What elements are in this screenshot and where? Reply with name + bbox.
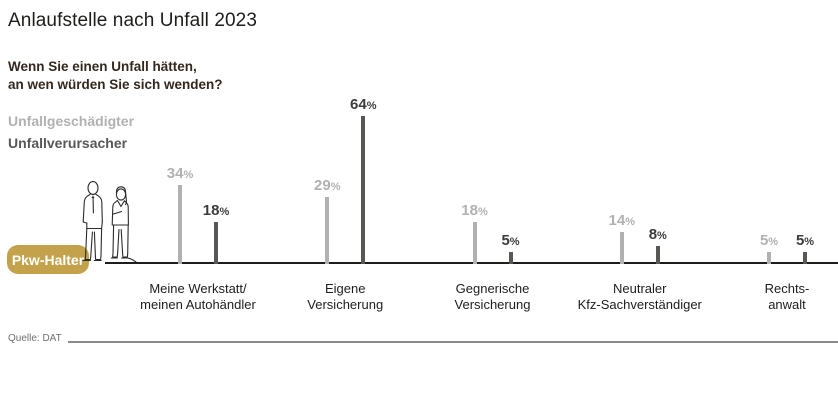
category-label-line: Versicherung [454, 296, 531, 312]
value-label-unfallgeschaedigter: 29% [292, 178, 362, 193]
value-label-unfallgeschaedigter: 18% [440, 203, 510, 218]
bar-unfallgeschaedigter [619, 232, 624, 264]
legend: Unfallgeschädigter Unfallverursacher [8, 114, 134, 158]
bar-unfallgeschaedigter [325, 197, 330, 264]
percent-sign: % [625, 216, 635, 228]
source-divider-rule [68, 341, 838, 343]
value-label-unfallverursacher: 8% [623, 227, 693, 242]
value-number: 5 [795, 232, 805, 249]
chart-question-line2: an wen würden Sie sich wenden? [8, 76, 223, 92]
category-label: Meine Werkstatt/meinen Autohändler [113, 281, 283, 313]
value-label-unfallgeschaedigter: 34% [145, 166, 215, 181]
source-label: Quelle: DAT [8, 333, 62, 344]
chart-question: Wenn Sie einen Unfall hätten, an wen wür… [8, 58, 223, 93]
value-label-unfallverursacher: 5% [476, 233, 546, 248]
percent-sign: % [477, 206, 488, 218]
bar-unfallgeschaedigter [472, 222, 477, 264]
chart-question-line1: Wenn Sie einen Unfall hätten, [8, 59, 197, 74]
pkw-halter-figures-illustration [82, 181, 137, 263]
category-label: Gegnerische Versicherung [408, 281, 578, 313]
pkw-halter-badge-label: Pkw-Halter [11, 251, 85, 268]
legend-item-unfallverursacher: Unfallverursacher [8, 135, 128, 151]
percent-sign: % [657, 230, 667, 242]
category-label-line: Neutraler [613, 281, 667, 296]
category-label: Eigene Versicherung [260, 281, 430, 313]
value-label-unfallverursacher: 64% [328, 97, 398, 112]
value-label-unfallverursacher: 18% [181, 203, 251, 218]
percent-sign: % [804, 236, 815, 248]
page-title: Anlaufstelle nach Unfall 2023 [8, 10, 258, 31]
category-label-line: Eigene [325, 281, 366, 296]
category-label: Neutraler Kfz-Sachverständiger [555, 281, 725, 313]
value-number: 18 [202, 202, 220, 219]
value-number: 8 [648, 226, 658, 243]
bar-unfallverursacher [508, 252, 513, 264]
category-label-line: Versicherung [307, 296, 384, 312]
value-number: 18 [461, 202, 478, 219]
value-label-unfallverursacher: 5% [770, 233, 838, 248]
category-label-line: Kfz-Sachverständiger [577, 296, 702, 312]
value-number: 34 [166, 165, 184, 182]
value-number: 5 [501, 232, 510, 249]
percent-sign: % [330, 181, 341, 193]
value-label-unfallgeschaedigter: 5% [734, 233, 804, 248]
value-label-unfallgeschaedigter: 14% [587, 213, 657, 228]
percent-sign: % [509, 236, 520, 248]
category-label-line: Rechts- [764, 281, 810, 296]
category-label-line: Meine Werkstatt/ [149, 281, 247, 296]
value-number: 5 [759, 232, 769, 249]
category-label: Rechts-anwalt [702, 281, 838, 313]
percent-sign: % [366, 100, 377, 112]
category-label-line: meinen Autohändler [140, 296, 256, 312]
percent-sign: % [219, 206, 230, 218]
percent-sign: % [768, 236, 779, 248]
value-number: 14 [608, 212, 626, 229]
pkw-halter-badge: Pkw-Halter [7, 245, 89, 274]
category-label-line: Gegnerische [455, 281, 530, 296]
value-number: 64 [350, 96, 367, 113]
bar-unfallgeschaedigter [767, 252, 771, 264]
bar-unfallgeschaedigter [178, 185, 182, 264]
category-label-line: anwalt [768, 296, 806, 312]
chart-baseline-axis [105, 262, 838, 264]
bar-unfallverursacher [655, 246, 660, 264]
value-number: 29 [314, 177, 331, 194]
legend-item-unfallgeschaedigter: Unfallgeschädigter [8, 113, 135, 129]
bar-unfallverursacher [361, 116, 366, 264]
bar-unfallverursacher [214, 222, 218, 264]
bar-unfallverursacher [803, 252, 807, 264]
percent-sign: % [183, 169, 194, 181]
